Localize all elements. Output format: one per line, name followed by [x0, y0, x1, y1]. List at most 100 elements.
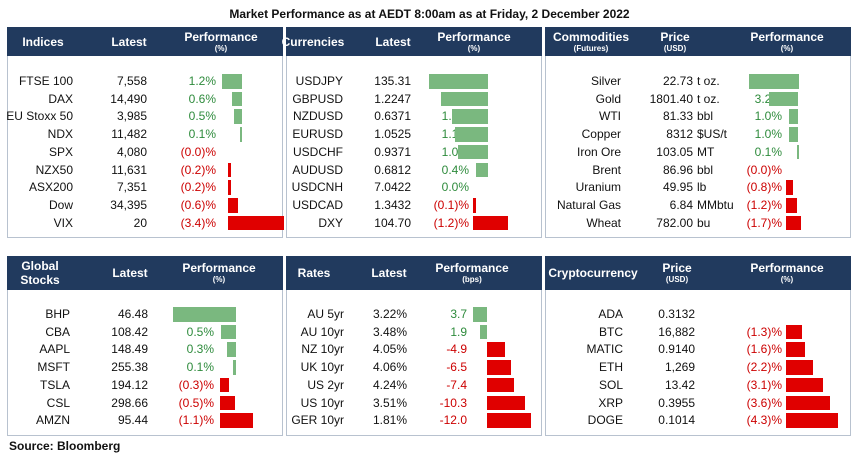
rates-row-latest: 3.51% [372, 395, 407, 410]
rates-row-name: US 10yr [300, 395, 344, 410]
commodities-row-name: Copper [581, 127, 621, 142]
commodities-row-latest: 81.33 [662, 109, 693, 124]
global_stocks-row-name: AAPL [39, 342, 70, 357]
commodities-header-latest-sublabel: (USD) [663, 43, 687, 53]
currencies-bar [473, 197, 476, 213]
global_stocks-bar [220, 324, 236, 340]
crypto-row-latest: 0.3132 [658, 307, 695, 321]
currencies-header-latest: Latest [333, 35, 453, 49]
crypto-header-performance-label: Performance [750, 261, 824, 275]
commodities-header-category: Commodities (Futures) [531, 30, 651, 54]
crypto-row-name: MATIC [586, 342, 623, 357]
rates-header-category-label: Rates [297, 266, 331, 280]
global_stocks-row-name: CBA [45, 324, 70, 339]
indices-header [7, 27, 283, 56]
currencies-row-name: AUDUSD [292, 162, 343, 177]
commodities-header-latest: Price (USD) [615, 30, 735, 54]
crypto-row-name: ETH [599, 360, 623, 375]
indices-row-latest: 7,558 [116, 74, 147, 88]
indices-header-performance-label: Performance [184, 29, 258, 44]
crypto-row-latest: 0.9140 [658, 342, 695, 357]
global_stocks-row-name: TSLA [39, 377, 70, 392]
crypto-bar [786, 324, 802, 340]
commodities-row-unit: $US/t [697, 127, 728, 142]
global_stocks-row-latest: 255.38 [111, 360, 148, 375]
global_stocks-header-performance: Performance (%) [159, 261, 279, 285]
rates-row-latest: 4.24% [372, 377, 407, 392]
commodities-header-performance-sublabel: (%) [780, 43, 794, 53]
global_stocks-bar [220, 377, 229, 393]
crypto-header-performance: Performance (%) [727, 261, 847, 285]
rates-header [286, 256, 542, 290]
rates-header-performance: Performance (bps) [412, 261, 532, 285]
commodities-bar [769, 91, 799, 107]
commodities-row-latest: 6.84 [669, 197, 693, 212]
currencies-row-latest: 0.6371 [374, 109, 411, 124]
crypto-row-performance: (2.2)% [746, 360, 782, 375]
currencies-row-performance: 0.0% [441, 180, 469, 195]
crypto-row-name: SOL [598, 377, 623, 392]
commodities-row-latest: 103.05 [656, 144, 693, 159]
currencies-row-name: USDCHF [293, 144, 343, 159]
global_stocks-header [7, 256, 283, 290]
currencies-row-latest: 104.70 [374, 215, 411, 230]
currencies-bar [458, 144, 488, 160]
rates-row-latest: 3.48% [372, 324, 407, 339]
indices-header-category-label: Indices [22, 34, 64, 49]
crypto-header-latest-sublabel: (USD) [665, 275, 689, 284]
indices-row-name: ASX200 [28, 180, 73, 195]
currencies-row-name: EURUSD [292, 127, 343, 142]
crypto-row-latest: 1,269 [664, 360, 695, 375]
currencies-header-performance-sublabel: (%) [467, 43, 481, 53]
currencies-row-name: NZDUSD [293, 109, 343, 124]
indices-header-category: Indices [0, 35, 103, 49]
commodities-bar [796, 144, 799, 160]
indices-row-latest: 34,395 [110, 197, 147, 212]
rates-header-category: Rates [254, 266, 374, 280]
commodities-row-unit: bbl [697, 162, 714, 177]
currencies-row-latest: 0.9371 [374, 144, 411, 159]
currencies-bar [452, 109, 488, 125]
rates-row-name: AU 5yr [307, 307, 344, 321]
rates-header-performance-sublabel: (bps) [462, 275, 482, 284]
indices-row-performance: 0.5% [188, 109, 216, 124]
indices-header-performance: Performance (%) [161, 30, 281, 54]
global_stocks-row-latest: 298.66 [111, 395, 148, 410]
rates-row-name: GER 10yr [291, 413, 344, 428]
crypto-row-performance: (1.3)% [746, 324, 782, 339]
indices-row-performance: 0.1% [188, 127, 216, 142]
commodities-bar-axis [799, 73, 800, 230]
crypto-row-performance: (4.3)% [746, 413, 782, 428]
currencies-row-name: USDCAD [292, 197, 343, 212]
indices-bar [228, 180, 232, 195]
crypto-header-category: Cryptocurrency [533, 266, 653, 280]
commodities-row-unit: bu [697, 215, 711, 230]
global_stocks-header-latest-label: Latest [112, 266, 148, 280]
global_stocks-header-performance-label: Performance [182, 261, 256, 275]
rates-row-name: AU 10yr [300, 324, 344, 339]
currencies-row-latest: 135.31 [374, 74, 411, 88]
rates-row-performance: 1.9 [450, 324, 467, 339]
commodities-header-category-sublabel: (Futures) [573, 43, 609, 53]
commodities-row-latest: 49.95 [662, 180, 693, 195]
currencies-bar [428, 74, 488, 89]
global_stocks-bar-axis [236, 306, 237, 428]
global_stocks-bar [220, 395, 235, 411]
indices-row-latest: 11,482 [111, 127, 147, 142]
rates-header-latest-label: Latest [371, 266, 407, 280]
currencies-header-latest-label: Latest [375, 34, 411, 49]
indices-bar [228, 197, 238, 213]
rates-row-name: UK 10yr [300, 360, 344, 375]
indices-row-name: EU Stoxx 50 [6, 109, 73, 124]
rates-row-performance: -6.5 [446, 360, 467, 375]
commodities-row-latest: 22.73 [662, 74, 693, 88]
currencies-row-performance: 0.4% [441, 162, 469, 177]
commodities-row-name: Iron Ore [576, 144, 621, 159]
currencies-row-latest: 0.6812 [374, 162, 411, 177]
rates-bar [487, 360, 511, 375]
indices-bar [240, 127, 242, 142]
commodities-bar [786, 215, 802, 231]
crypto-bar [786, 395, 830, 411]
currencies-bar [440, 91, 488, 107]
rates-bar [487, 395, 525, 411]
